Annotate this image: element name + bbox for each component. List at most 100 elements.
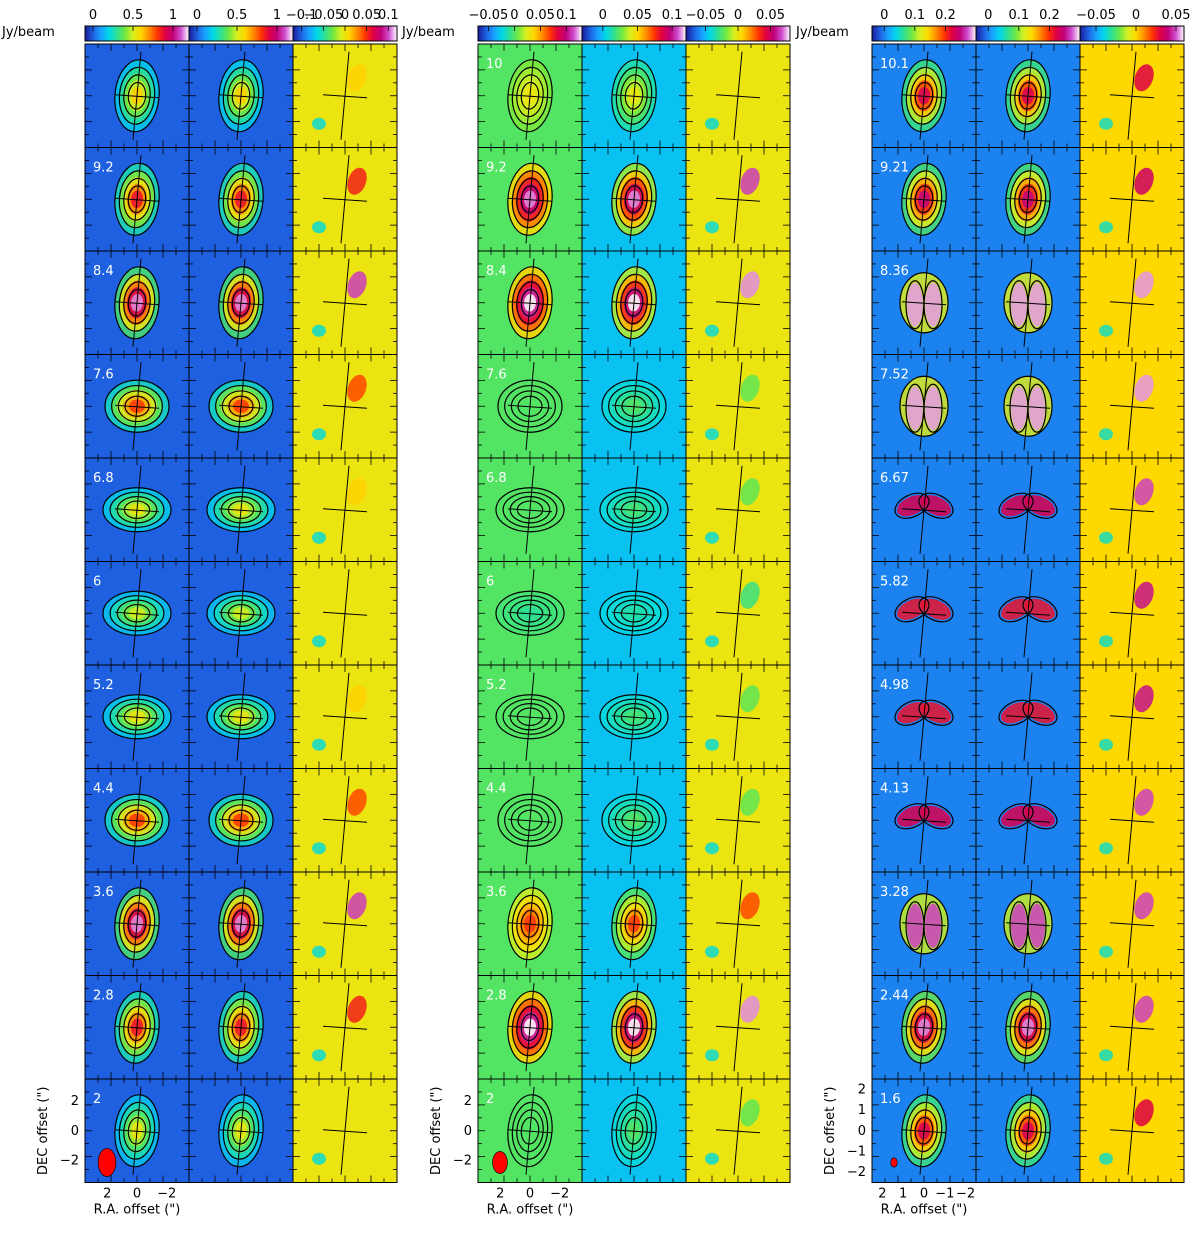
minor-axis-line (733, 51, 743, 140)
emission-blob (740, 478, 760, 506)
channel-velocity-label: 5.82 (880, 575, 909, 590)
colorbar-residual: −0.1−0.050 0.050.1 (286, 8, 399, 42)
minor-axis-line (236, 879, 246, 968)
panel-image (189, 147, 293, 251)
minor-axis-line (919, 983, 929, 1072)
channel-velocity-label: 4.4 (486, 782, 507, 797)
colorbar-residual: −0.05 0 0.05 (1076, 8, 1190, 42)
contour-line (606, 595, 662, 632)
contour-line (104, 793, 170, 847)
colorbar-gradient (581, 25, 687, 42)
emission-blob (705, 1152, 719, 1165)
emission-blob (347, 478, 367, 506)
channel-panel-observed: 2.8 (477, 975, 583, 1080)
panel-image (189, 872, 293, 976)
emission-blob (347, 64, 367, 92)
emission-blob (705, 738, 719, 751)
contour-line (111, 384, 163, 428)
colorbar-gradient (1079, 25, 1185, 42)
colorbar-tick-label: 0 (341, 8, 349, 23)
colorbar-gradient (975, 25, 1081, 42)
channel-panel-observed: 10.1 (871, 43, 977, 148)
emission-blob (1099, 1152, 1113, 1165)
channel-panel-residual (1079, 250, 1185, 355)
panel-image (976, 44, 1080, 148)
channel-row: 10 (477, 43, 791, 148)
contour-line (509, 599, 551, 627)
channel-panel-residual (685, 871, 791, 976)
channel-panel-residual (685, 43, 791, 148)
contour-line (502, 698, 558, 735)
panel-image (1080, 251, 1184, 355)
panel-image (686, 561, 790, 665)
contour-line (899, 893, 949, 955)
beam-ellipse (492, 1151, 508, 1174)
emission-blob (312, 738, 326, 751)
channel-panel-observed: 6.8 (477, 457, 583, 562)
y-tick-label: −1 (847, 1144, 866, 1159)
minor-axis-line (132, 776, 142, 865)
contour-line (894, 803, 930, 830)
emission-blob (312, 635, 326, 648)
minor-axis-line (1023, 465, 1033, 554)
channel-panel-observed: 4.4 (477, 768, 583, 873)
contour-line (102, 590, 172, 636)
y-tick-label: −2 (847, 1165, 866, 1180)
panel-image (582, 1079, 686, 1183)
minor-axis-line (236, 465, 246, 554)
contour-line (510, 804, 550, 837)
colorbar-tick-label: 0 (734, 8, 742, 23)
panel-image (686, 975, 790, 1079)
minor-axis-line (132, 983, 142, 1072)
emission-blob (1011, 282, 1027, 327)
emission-blob (1011, 386, 1027, 431)
emission-blob (740, 374, 760, 402)
channel-velocity-label: 6.8 (93, 471, 114, 486)
emission-blob (1134, 995, 1154, 1023)
y-tick-label: −2 (453, 1153, 472, 1168)
minor-axis-line (629, 155, 639, 244)
panel-image (582, 44, 686, 148)
colorbar-gradient (871, 25, 977, 42)
panel-image (976, 251, 1080, 355)
channel-row: 2.8 (84, 975, 398, 1080)
channel-panel-residual (1079, 561, 1185, 666)
panel-image (189, 975, 293, 1079)
minor-axis-line (525, 155, 535, 244)
contour-line (894, 699, 930, 726)
channel-panel-residual (685, 1078, 791, 1183)
minor-axis-line (733, 465, 743, 554)
minor-axis-line (132, 1086, 142, 1175)
emission-blob (1029, 386, 1045, 431)
channel-velocity-label: 6 (93, 575, 101, 590)
emission-blob (1134, 685, 1154, 713)
channel-velocity-label: 2 (486, 1092, 494, 1107)
channel-panel-residual (1079, 768, 1185, 873)
minor-axis-line (733, 672, 743, 761)
colorbar-tick-label: 0.2 (1039, 8, 1060, 23)
panel-image (686, 44, 790, 148)
minor-axis-line (236, 1086, 246, 1175)
minor-axis-line (919, 569, 929, 658)
x-tick-label: 2 (496, 1187, 504, 1202)
panel-image (1080, 768, 1184, 872)
minor-axis-line (132, 879, 142, 968)
channel-panel-residual (292, 768, 398, 873)
channel-panel-model (581, 768, 687, 873)
minor-axis-line (1127, 155, 1137, 244)
emission-blob (312, 324, 326, 337)
colorbar-tick-label: −0.05 (468, 8, 508, 23)
panel-image (478, 975, 582, 1079)
minor-axis-line (132, 362, 142, 451)
minor-axis-line (525, 362, 535, 451)
colorbar-tick-label: 0.1 (662, 8, 683, 23)
channel-velocity-label: 5.2 (486, 678, 507, 693)
channel-panel-residual (685, 975, 791, 1080)
emission-blob (740, 892, 760, 920)
minor-axis-line (629, 258, 639, 347)
channel-velocity-label: 9.2 (486, 161, 507, 176)
minor-axis-line (629, 672, 639, 761)
contour-line (504, 798, 556, 842)
contour-line (221, 804, 261, 837)
contour-line (208, 793, 274, 847)
